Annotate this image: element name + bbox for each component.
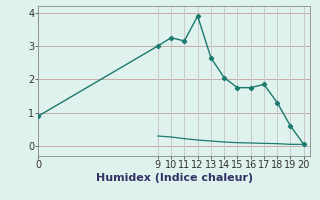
X-axis label: Humidex (Indice chaleur): Humidex (Indice chaleur) xyxy=(96,173,253,183)
